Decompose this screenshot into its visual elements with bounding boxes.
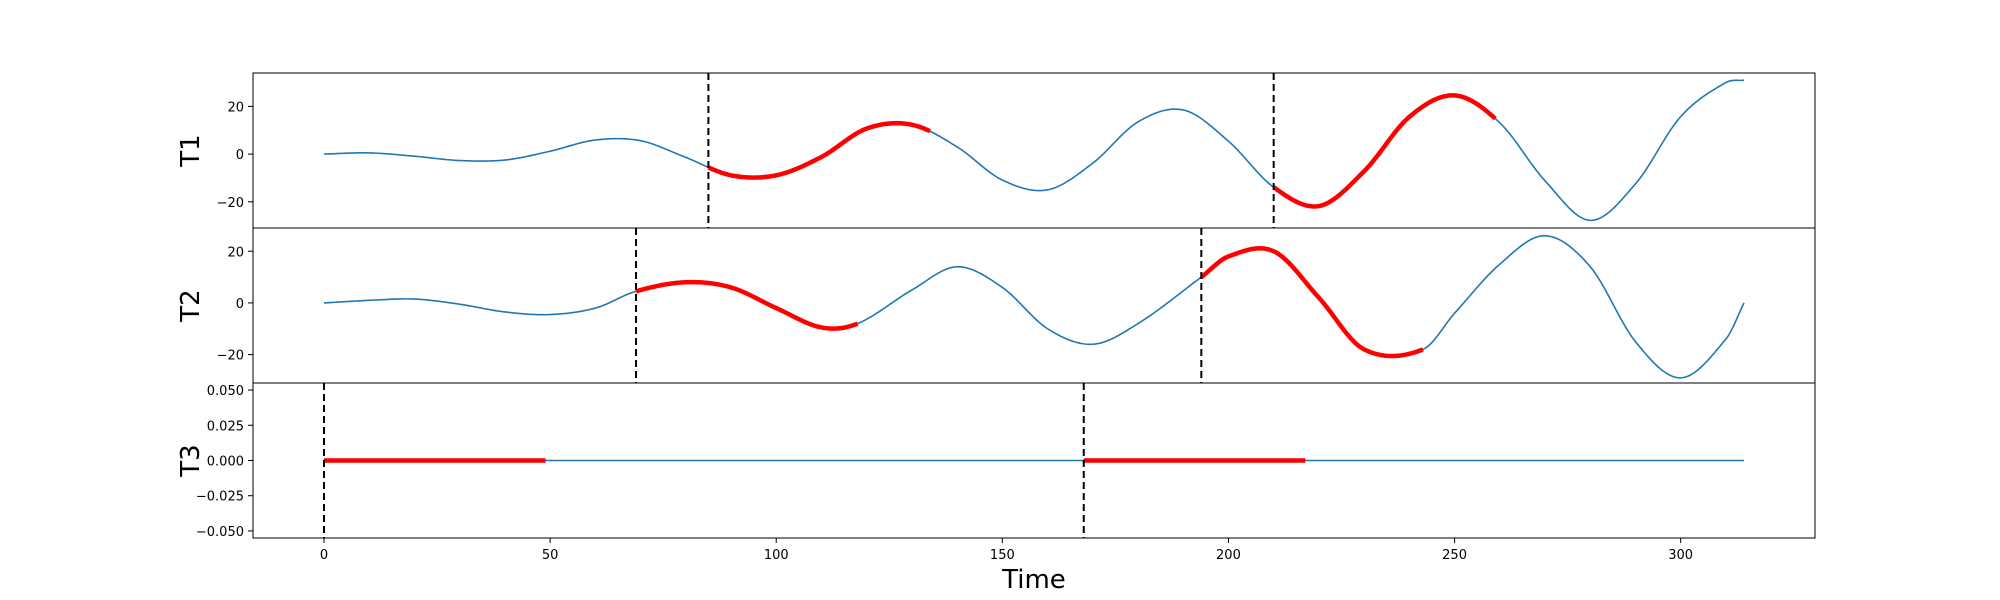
- t3-ytick-label: 0.050: [207, 384, 244, 399]
- t1-ytick-label: 20: [227, 100, 244, 115]
- t2-ytick-label: 0: [236, 297, 244, 312]
- xtick-label: 0: [320, 548, 328, 563]
- panel-t1: −20 0 20 T1: [176, 72, 1816, 229]
- t3-ytick-label: −0.050: [196, 525, 244, 540]
- t3-plot-frame: [252, 382, 1816, 539]
- t2-series-layer: [323, 234, 1745, 379]
- t2-highlight-segment-1: [635, 279, 859, 331]
- t1-series-line: [323, 79, 1745, 222]
- t1-event-marker-layer: [707, 73, 1275, 228]
- t3-ytick-label: −0.025: [196, 490, 244, 505]
- t1-ytick-label: 0: [236, 148, 244, 163]
- xtick-label: 300: [1668, 548, 1693, 563]
- x-axis-ticks: 0 50 100 150 200 250 300: [320, 538, 1693, 563]
- t1-highlight-segment-1: [707, 120, 931, 180]
- t1-highlight-layer: [707, 93, 1497, 209]
- t2-series-line: [323, 234, 1745, 379]
- panel-t2: −20 0 20 T2: [176, 227, 1816, 384]
- t3-ytick-label: 0.025: [207, 419, 244, 434]
- t1-series-layer: [323, 79, 1745, 222]
- t1-ytick-layer: −20 0 20: [217, 100, 253, 211]
- t2-ytick-label: 20: [227, 245, 244, 260]
- t3-ytick-label: 0.000: [207, 455, 244, 470]
- t2-y-axis-label: T2: [176, 289, 206, 322]
- t2-ytick-layer: −20 0 20: [217, 245, 253, 364]
- t2-ytick-label: −20: [217, 349, 244, 364]
- t1-highlight-segment-2: [1272, 93, 1497, 209]
- t1-y-axis-label: T1: [176, 134, 206, 167]
- xtick-label: 150: [990, 548, 1015, 563]
- t2-highlight-layer: [635, 246, 1424, 359]
- xtick-label: 50: [542, 548, 559, 563]
- panel-t3: −0.050 −0.025 0.000 0.025 0.050 T3: [176, 382, 1816, 540]
- t3-ytick-layer: −0.050 −0.025 0.000 0.025 0.050: [196, 384, 253, 540]
- t3-y-axis-label: T3: [176, 444, 206, 477]
- xtick-label: 200: [1216, 548, 1241, 563]
- t1-ytick-label: −20: [217, 196, 244, 211]
- t2-event-marker-layer: [635, 228, 1203, 383]
- xtick-label: 250: [1442, 548, 1467, 563]
- xtick-label: 100: [764, 548, 789, 563]
- t3-event-marker-layer: [323, 383, 1085, 538]
- t2-highlight-segment-2: [1199, 246, 1424, 359]
- x-axis-label: Time: [1001, 565, 1066, 595]
